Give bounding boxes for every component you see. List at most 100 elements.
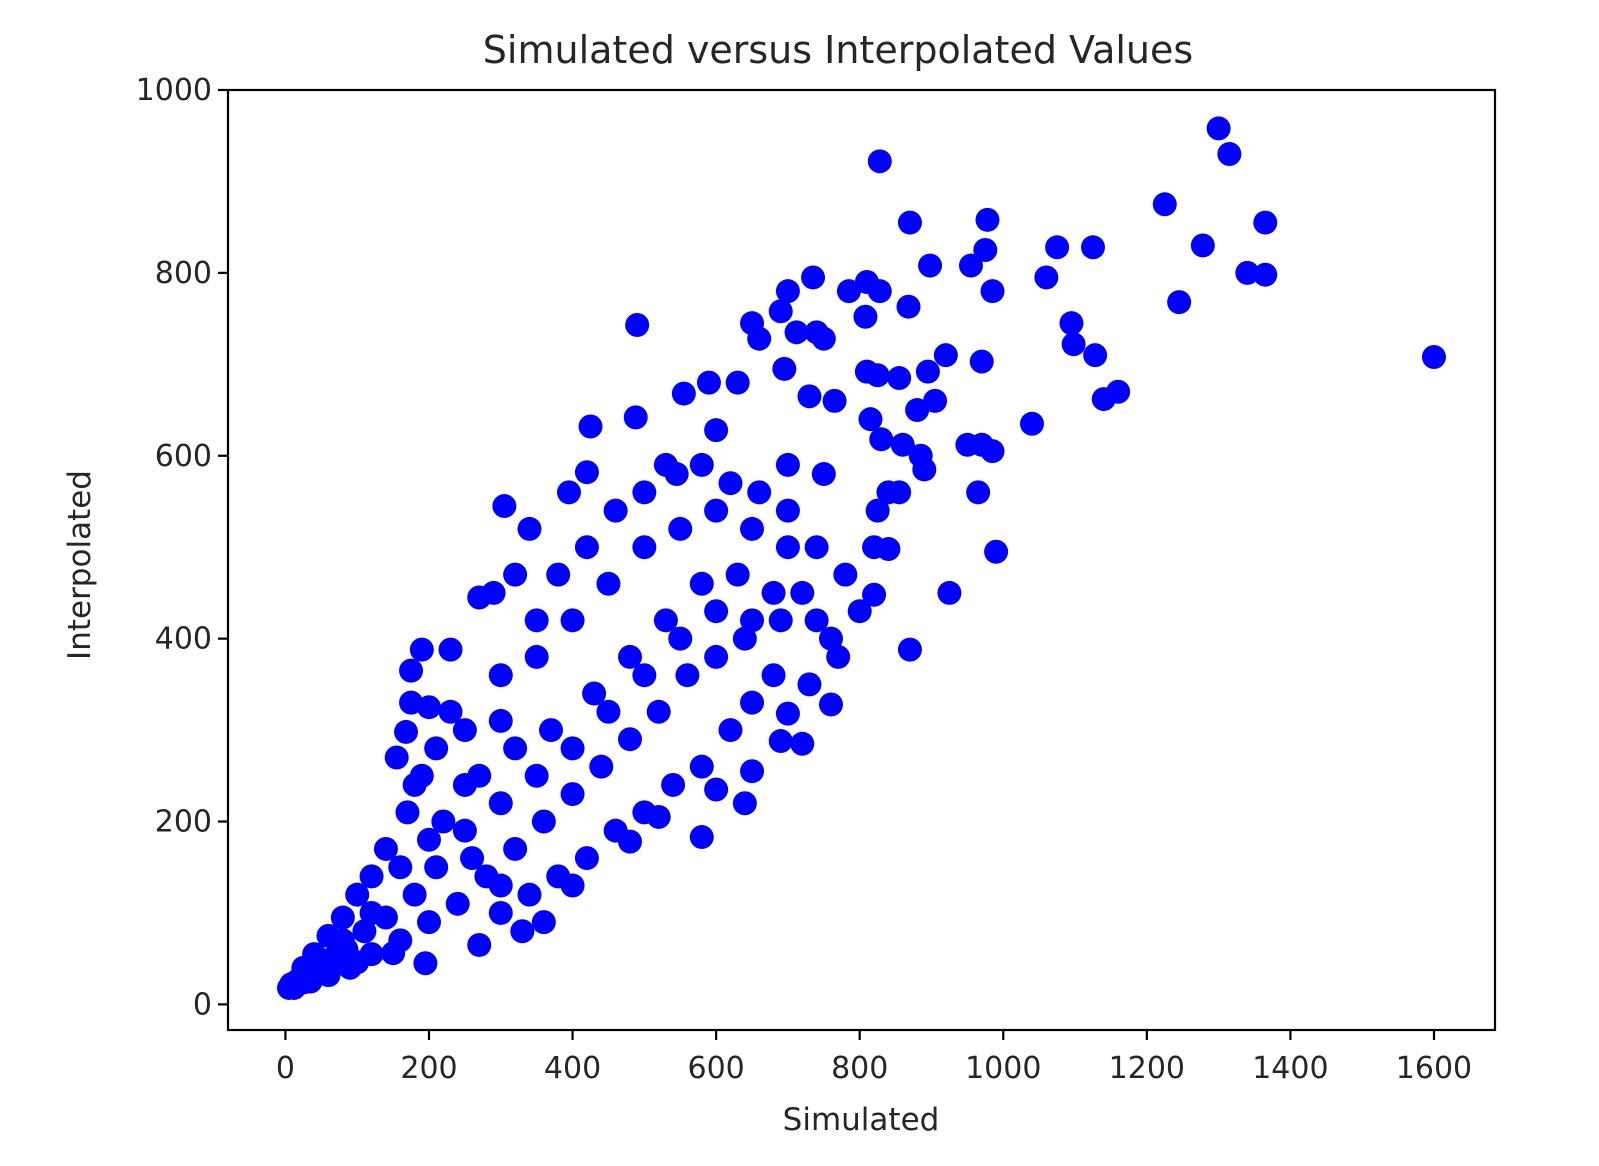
data-point (1059, 311, 1084, 336)
data-point (488, 900, 513, 925)
data-point (574, 535, 599, 560)
data-point (912, 457, 937, 482)
x-tick-label: 1200 (1109, 1051, 1185, 1086)
data-point (1253, 210, 1278, 235)
x-tick-label: 200 (400, 1051, 457, 1086)
data-point (718, 471, 743, 496)
data-point (625, 313, 650, 337)
data-point (316, 923, 341, 948)
data-point (330, 905, 355, 930)
chart-title: Simulated versus Interpolated Values (483, 28, 1193, 72)
data-point (958, 253, 983, 278)
x-tick-label: 1400 (1252, 1051, 1328, 1086)
data-point (488, 791, 513, 816)
data-point (646, 699, 671, 724)
data-point (918, 253, 943, 278)
data-point (836, 279, 861, 304)
data-point (481, 580, 506, 605)
data-point (689, 452, 714, 477)
x-axis-ticks: 0 200 400 600 800 1000 1200 1400 1600 (276, 1030, 1472, 1086)
data-point (797, 384, 822, 409)
data-point (1152, 192, 1177, 217)
data-point (869, 427, 894, 452)
data-point (768, 729, 793, 754)
data-point (596, 571, 621, 596)
y-axis-label: Interpolated (62, 470, 98, 660)
data-point (811, 326, 836, 351)
data-point (1421, 345, 1446, 370)
data-point (582, 681, 607, 706)
data-point (424, 736, 449, 761)
data-point (975, 207, 1000, 232)
y-tick-label: 400 (155, 622, 212, 657)
data-point (865, 363, 890, 388)
data-point (853, 304, 878, 329)
data-point (589, 754, 614, 779)
y-tick-label: 800 (155, 256, 212, 291)
data-point (1217, 142, 1242, 167)
data-point (811, 462, 836, 487)
data-point (801, 265, 826, 290)
data-point (897, 637, 922, 662)
data-point (546, 562, 571, 587)
data-point (740, 608, 765, 633)
data-point (409, 637, 434, 662)
data-point (833, 562, 858, 587)
data-point (424, 855, 449, 880)
data-point (531, 809, 556, 834)
data-point (524, 644, 549, 669)
data-point (1190, 233, 1215, 258)
data-point (388, 928, 413, 953)
data-point (632, 663, 657, 688)
data-point (804, 535, 829, 560)
data-point (438, 637, 463, 662)
data-point (445, 891, 470, 916)
data-point (560, 782, 585, 807)
data-point (718, 718, 743, 743)
data-point (740, 516, 765, 541)
data-point (980, 439, 1005, 464)
data-point (338, 955, 363, 980)
data-point (704, 418, 729, 443)
data-point (747, 326, 772, 351)
data-point (704, 644, 729, 669)
data-point (725, 562, 750, 587)
data-point (503, 562, 528, 587)
data-point (578, 414, 603, 439)
y-tick-label: 600 (155, 439, 212, 474)
data-point (345, 882, 370, 907)
data-point (596, 699, 621, 724)
data-point (897, 210, 922, 235)
data-point (1091, 387, 1116, 412)
data-point (704, 777, 729, 802)
data-point (359, 942, 384, 967)
data-point (291, 955, 316, 980)
data-point (279, 972, 304, 997)
data-point (790, 580, 815, 605)
data-point (617, 727, 642, 752)
data-point (761, 663, 786, 688)
data-points (277, 116, 1446, 1000)
data-point (980, 279, 1005, 304)
data-point (399, 658, 424, 683)
data-point (790, 731, 815, 756)
data-point (488, 873, 513, 898)
data-point (416, 695, 441, 720)
data-point (373, 905, 398, 930)
y-tick-label: 0 (193, 987, 212, 1022)
data-point (772, 356, 797, 381)
plot-frame (226, 88, 1497, 1032)
data-point (858, 407, 883, 432)
data-point (373, 836, 398, 861)
x-tick-label: 1600 (1396, 1051, 1472, 1086)
data-point (546, 864, 571, 889)
data-point (704, 498, 729, 523)
data-point (556, 480, 581, 505)
data-point (492, 494, 517, 519)
data-point (438, 699, 463, 724)
data-point (761, 580, 786, 605)
data-point (416, 910, 441, 935)
x-tick-label: 1000 (965, 1051, 1041, 1086)
data-point (623, 405, 648, 430)
